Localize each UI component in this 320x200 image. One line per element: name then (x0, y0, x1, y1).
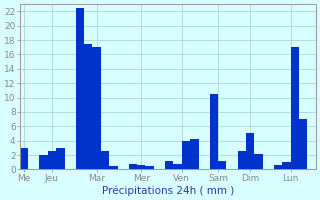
Bar (218, 161, 227, 169)
Bar (282, 162, 291, 169)
Bar (20, 148, 28, 169)
Bar (76, 8, 84, 169)
Bar (190, 139, 198, 169)
Bar (84, 44, 92, 169)
Bar (56, 148, 65, 169)
Bar (238, 151, 246, 169)
Bar (129, 164, 137, 169)
X-axis label: Précipitations 24h ( mm ): Précipitations 24h ( mm ) (102, 185, 234, 196)
Bar (48, 151, 56, 169)
Bar (109, 166, 117, 169)
Bar (299, 119, 308, 169)
Bar (173, 164, 182, 169)
Bar (165, 161, 173, 169)
Bar (291, 47, 299, 169)
Bar (182, 141, 190, 169)
Bar (146, 166, 154, 169)
Bar (274, 165, 282, 169)
Bar (254, 154, 263, 169)
Bar (39, 155, 48, 169)
Bar (92, 47, 101, 169)
Bar (137, 165, 146, 169)
Bar (101, 151, 109, 169)
Bar (246, 133, 254, 169)
Bar (210, 94, 218, 169)
